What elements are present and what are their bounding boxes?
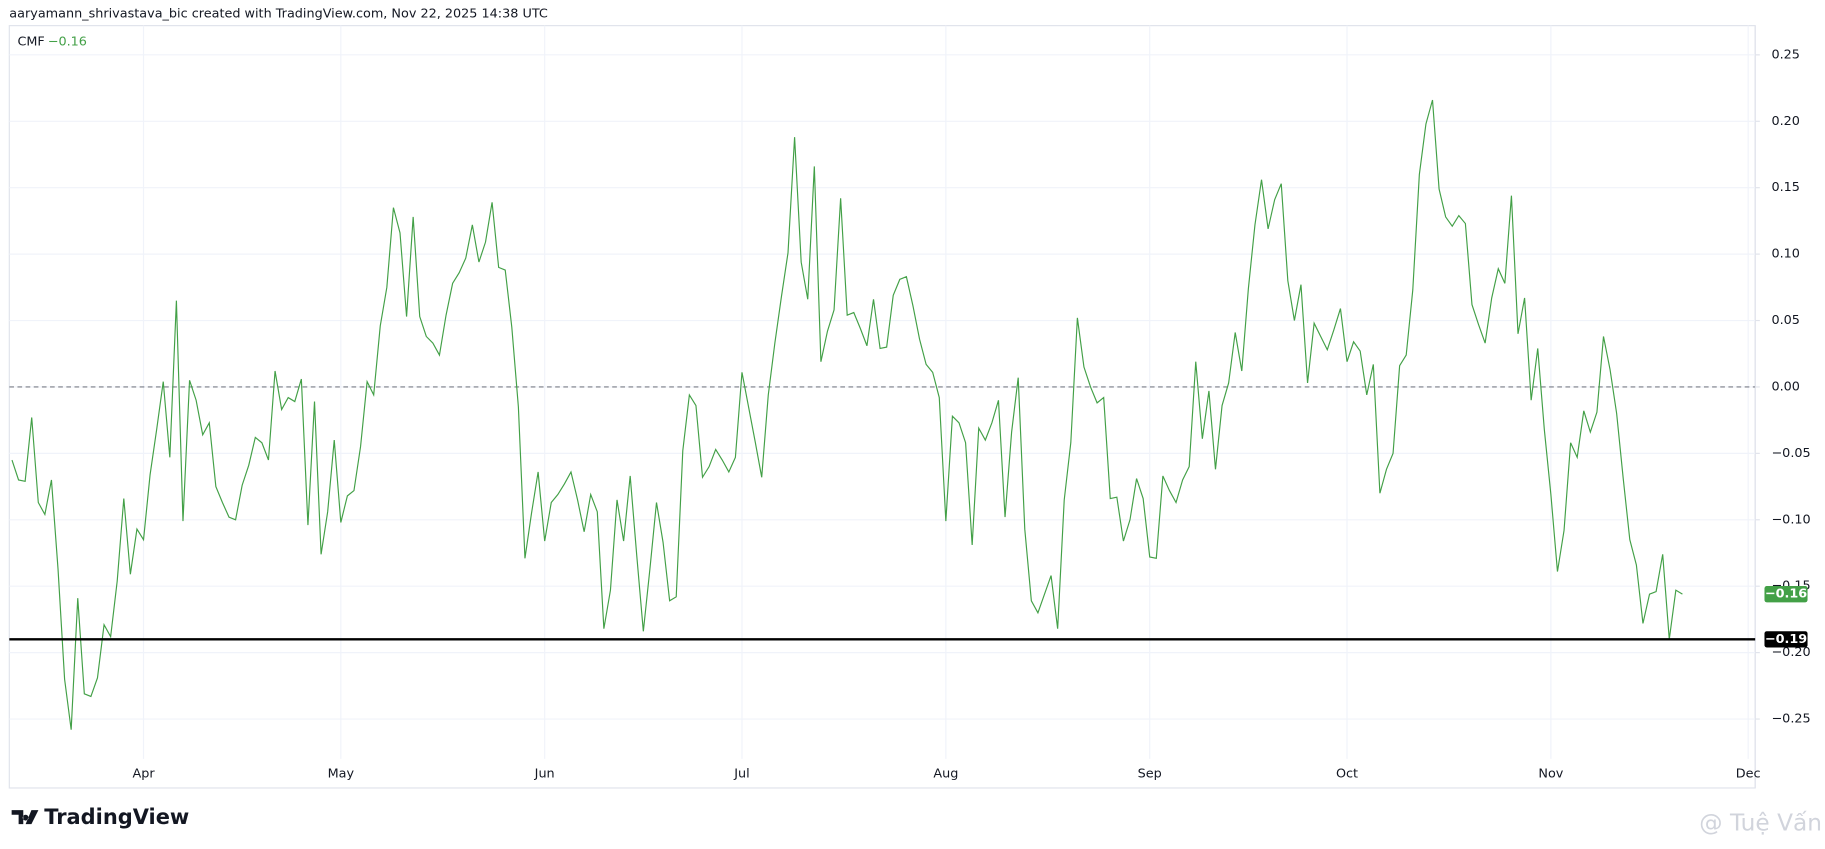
y-tick-label: −0.25	[1771, 712, 1810, 727]
y-tick-label: −0.20	[1771, 645, 1810, 660]
y-tick-label: 0.20	[1771, 114, 1800, 129]
x-tick-label: Jul	[733, 767, 749, 782]
last-value-tag	[1764, 586, 1808, 603]
axis: −0.25−0.20−0.15−0.10−0.050.000.050.100.1…	[132, 47, 1810, 781]
logo-icon	[11, 810, 39, 825]
y-tick-label: −0.05	[1771, 446, 1810, 461]
legend-value: −0.16	[48, 34, 87, 49]
cmf-line	[11, 99, 1683, 730]
x-tick-label: May	[328, 767, 355, 782]
grid	[9, 25, 1756, 759]
marks	[9, 99, 1756, 730]
x-tick-label: Aug	[933, 767, 958, 782]
last-value-label: −0.16	[1765, 587, 1807, 602]
x-tick-label: Nov	[1538, 767, 1563, 782]
watermark: @ Tuệ Vấn	[1699, 810, 1822, 837]
brand: TradingView	[44, 805, 189, 829]
x-tick-label: Dec	[1736, 767, 1761, 782]
y-tick-label: 0.05	[1771, 313, 1800, 328]
x-tick-label: Jun	[534, 767, 555, 782]
x-tick-label: Oct	[1336, 767, 1358, 782]
y-tick-label: 0.15	[1771, 180, 1800, 195]
legend-name: CMF	[17, 34, 44, 49]
y-tick-label: 0.25	[1771, 47, 1800, 62]
brand-logo: TradingView	[11, 805, 189, 829]
header: aaryamann_shrivastava_bic created with T…	[9, 6, 548, 21]
y-tick-label: −0.10	[1771, 512, 1810, 527]
price-tag	[1764, 631, 1808, 648]
x-tick-label: Sep	[1138, 767, 1162, 782]
y-tick-label: 0.00	[1771, 379, 1800, 394]
y-tick-label: 0.10	[1771, 247, 1800, 262]
price-tag-label: −0.19	[1765, 632, 1807, 647]
x-tick-label: Apr	[132, 767, 155, 782]
